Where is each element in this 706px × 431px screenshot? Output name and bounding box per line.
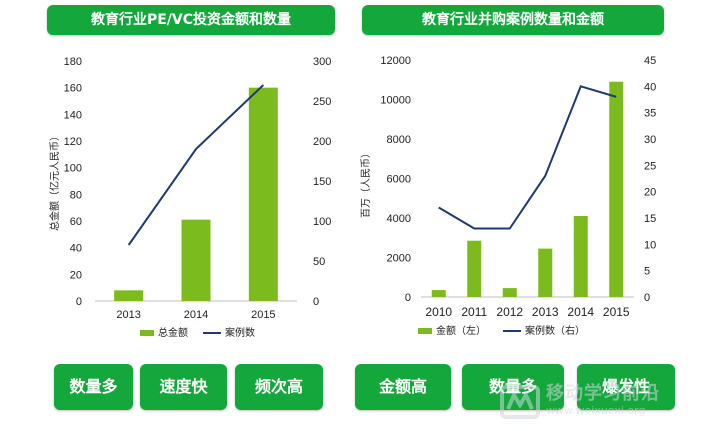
right-y2-tick-label: 45 xyxy=(644,55,656,67)
left-y2-tick-label: 100 xyxy=(313,216,331,228)
right-legend-bar-label: 金额（左） xyxy=(436,324,486,337)
right-bar-2012 xyxy=(502,288,517,297)
left-bar-2014 xyxy=(181,219,211,301)
right-bar-2014 xyxy=(573,216,588,297)
left-y-tick-label: 100 xyxy=(64,163,82,175)
right-bar-2010 xyxy=(431,290,446,297)
left-y-tick-label: 40 xyxy=(70,243,82,255)
tag-many-count: 数量多 xyxy=(54,364,133,410)
right-x-tick-label: 2013 xyxy=(532,305,559,319)
left-y2-tick-label: 200 xyxy=(313,136,331,148)
right-y2-tick-label: 25 xyxy=(644,160,656,172)
left-y2-tick-label: 0 xyxy=(313,296,319,308)
right-y2-tick-label: 20 xyxy=(644,187,656,199)
right-bar-2013 xyxy=(538,248,553,297)
right-x-tick-label: 2010 xyxy=(425,305,452,319)
left-y-tick-label: 140 xyxy=(64,109,82,121)
left-y-tick-label: 20 xyxy=(70,269,82,281)
left-y2-tick-label: 50 xyxy=(313,256,325,268)
right-legend-line-label: 案例数（右） xyxy=(525,324,585,337)
right-y2-tick-label: 10 xyxy=(644,239,656,251)
left-legend-bar-swatch xyxy=(140,330,154,336)
right-bar-2011 xyxy=(467,240,482,297)
right-y-axis-label: 百万（人民币） xyxy=(360,148,372,218)
left-legend-bar-label: 总金额 xyxy=(158,326,188,339)
left-y2-tick-label: 250 xyxy=(313,96,331,108)
right-y-tick-label: 0 xyxy=(405,292,411,304)
tag-many-deals: 数量多 xyxy=(462,364,564,410)
left-y2-tick-label: 300 xyxy=(313,56,331,68)
left-x-tick-label: 2014 xyxy=(184,309,208,321)
right-y2-tick-label: 35 xyxy=(644,108,656,120)
left-y2-tick-label: 150 xyxy=(313,176,331,188)
right-y-tick-label: 4000 xyxy=(387,213,411,225)
left-legend-line-label: 案例数 xyxy=(225,326,255,339)
left-chart-title-banner: 教育行业PE/VC投资金额和数量 xyxy=(47,5,335,35)
left-line-series xyxy=(127,84,265,246)
left-bar-2013 xyxy=(114,290,144,301)
right-chart-title-banner: 教育行业并购案例数量和金额 xyxy=(362,5,664,35)
right-y-tick-label: 2000 xyxy=(387,253,411,265)
left-bar-2015 xyxy=(248,87,278,302)
right-x-tick-label: 2014 xyxy=(567,305,594,319)
tag-explosive: 爆发性 xyxy=(577,364,675,410)
tag-high-amount: 金额高 xyxy=(355,364,451,410)
left-y-axis-label: 总金额（亿元人民币） xyxy=(48,131,61,231)
right-y-tick-label: 8000 xyxy=(387,134,411,146)
right-bar-2015 xyxy=(609,81,624,297)
left-y-tick-label: 160 xyxy=(64,83,82,95)
left-y-tick-label: 180 xyxy=(64,56,82,68)
right-y-tick-label: 10000 xyxy=(380,95,411,107)
left-x-tick-label: 2013 xyxy=(116,309,140,321)
tag-fast-speed: 速度快 xyxy=(140,364,227,410)
right-y-tick-label: 6000 xyxy=(387,174,411,186)
right-y2-tick-label: 5 xyxy=(644,266,650,278)
left-y-tick-label: 60 xyxy=(70,216,82,228)
right-legend-bar-swatch xyxy=(418,328,432,334)
right-x-tick-label: 2011 xyxy=(461,305,487,319)
tag-high-frequency: 频次高 xyxy=(235,364,323,410)
left-y-tick-label: 0 xyxy=(76,296,82,308)
right-y2-tick-label: 40 xyxy=(644,81,656,93)
left-x-tick-label: 2015 xyxy=(251,309,275,321)
left-y-tick-label: 120 xyxy=(64,136,82,148)
left-y-tick-label: 80 xyxy=(70,189,82,201)
right-y-tick-label: 12000 xyxy=(380,55,411,67)
right-y2-tick-label: 15 xyxy=(644,213,656,225)
right-y2-tick-label: 30 xyxy=(644,134,656,146)
right-x-tick-label: 2012 xyxy=(496,305,523,319)
right-y2-tick-label: 0 xyxy=(644,292,650,304)
right-line-series xyxy=(438,85,617,230)
right-x-tick-label: 2015 xyxy=(603,305,630,319)
